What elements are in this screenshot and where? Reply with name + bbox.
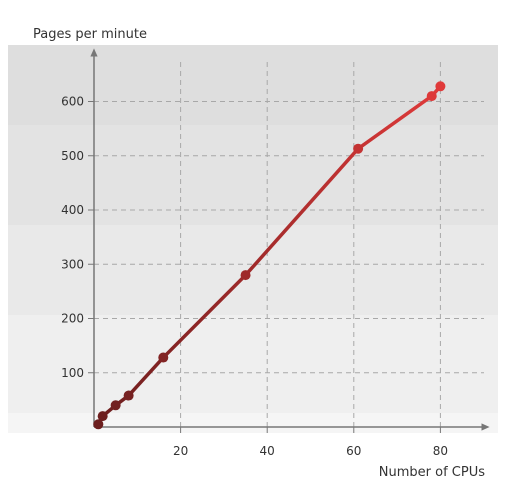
y-tick-label: 500 xyxy=(61,149,84,163)
y-tick-label: 300 xyxy=(61,257,84,271)
data-point xyxy=(110,400,121,411)
y-axis-title: Pages per minute xyxy=(33,27,147,42)
y-tick-label: 200 xyxy=(61,312,84,326)
plot-background xyxy=(8,0,498,433)
ticks: 20 40 60 80 100 200 300 400 500 600 xyxy=(61,95,448,459)
data-point xyxy=(97,411,108,422)
x-tick-label: 40 xyxy=(260,444,275,458)
series xyxy=(93,81,446,430)
x-tick-label: 60 xyxy=(346,444,361,458)
data-point xyxy=(426,91,437,102)
y-tick-label: 400 xyxy=(61,203,84,217)
data-point xyxy=(435,81,446,92)
y-tick-label: 600 xyxy=(61,95,84,109)
x-tick-label: 80 xyxy=(433,444,448,458)
grid xyxy=(94,62,484,427)
data-point xyxy=(240,270,251,281)
x-tick-label: 20 xyxy=(173,444,188,458)
data-point xyxy=(158,352,169,363)
x-axis-title: Number of CPUs xyxy=(379,465,485,480)
y-tick-label: 100 xyxy=(61,366,84,380)
data-point xyxy=(353,143,364,154)
data-point xyxy=(123,390,134,401)
data-point xyxy=(93,419,104,430)
